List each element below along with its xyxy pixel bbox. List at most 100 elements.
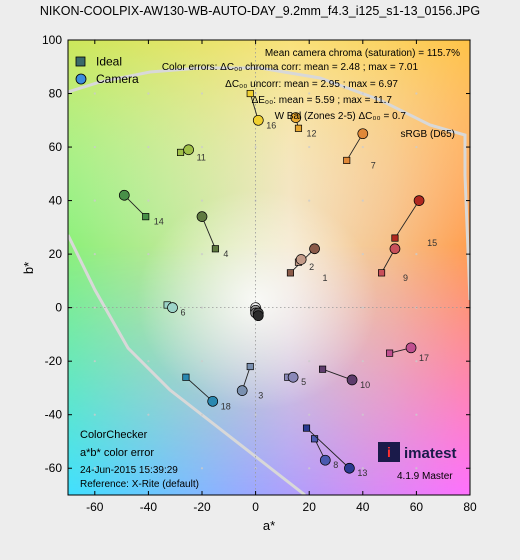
ideal-marker [211, 245, 219, 253]
patch-label: 5 [301, 377, 306, 387]
y-tick-label: 20 [49, 247, 63, 261]
grid-dot [415, 467, 418, 470]
patch-neutral [252, 310, 264, 322]
patch-17: 17 [386, 342, 429, 363]
y-tick-label: 0 [55, 301, 62, 315]
ideal-marker [386, 349, 394, 357]
ideal-marker [302, 424, 311, 432]
camera-marker [196, 211, 208, 222]
x-tick-label: -40 [140, 500, 158, 514]
ideal-marker [311, 435, 319, 443]
camera-marker [346, 374, 358, 386]
grid-dot [361, 360, 364, 363]
grid-dot [361, 253, 364, 256]
patch-14: 14 [118, 189, 164, 227]
camera-marker [118, 189, 130, 201]
camera-marker [295, 254, 307, 265]
gamut-boundary-lower [68, 234, 306, 495]
grid-dot [200, 467, 204, 470]
patch-16: 16 [246, 89, 276, 130]
patch-label: 13 [357, 468, 367, 478]
grid-dot [415, 360, 418, 363]
plot-background [68, 40, 470, 495]
grid-dot [308, 199, 311, 202]
x-tick-label: 20 [303, 500, 317, 514]
grid-dot [415, 413, 418, 416]
ideal-marker [177, 148, 185, 156]
grid-dot [147, 413, 150, 416]
ideal-marker [378, 269, 386, 277]
patch-15: 15 [391, 195, 437, 248]
ideal-marker [294, 124, 303, 132]
patch-label: 4 [223, 249, 228, 259]
ideal-marker [246, 89, 254, 98]
stats-line-3: ΔC₀₀ uncorr: mean = 2.95 ; max = 6.97 [225, 79, 398, 90]
camera-marker [389, 243, 401, 255]
x-tick-label: 60 [410, 500, 424, 514]
patch-label: 14 [154, 217, 164, 227]
logo-version: 4.1.9 Master [397, 471, 453, 482]
patch-label: 16 [266, 120, 276, 130]
patch-label: 12 [306, 128, 316, 138]
grid-dot [415, 253, 418, 256]
y-tick-label: 100 [42, 33, 62, 47]
grid-dot [93, 413, 96, 416]
footer-line-4: Reference: X-Rite (default) [80, 479, 199, 490]
plot-frame [67, 39, 471, 496]
grid-dot [93, 306, 96, 309]
grid-dot [147, 92, 150, 95]
patch-9: 9 [378, 243, 408, 283]
stats-block: Mean camera chroma (saturation) = 115.7%… [162, 48, 460, 140]
ideal-marker [182, 373, 190, 381]
page-title: NIKON-COOLPIX-AW130-WB-AUTO-DAY_9.2mm_f4… [39, 4, 481, 18]
stats-line-5: W Bal (Zones 2-5) ΔC₀₀ = 0.7 [275, 111, 407, 122]
grid-dot [93, 360, 96, 363]
error-line [394, 200, 420, 239]
patch-12: 12 [290, 112, 316, 138]
patch-4: 4 [196, 211, 228, 259]
grid-dot [147, 145, 150, 149]
grid-dot [254, 413, 257, 416]
patch-label: 17 [419, 353, 429, 363]
grid-dot [200, 92, 204, 95]
stats-line-2: Color errors: ΔC₀₀ chroma corr: mean = 2… [162, 62, 419, 73]
stats-line-6: sRGB (D65) [401, 129, 455, 140]
patch-label: 3 [258, 391, 263, 401]
camera-marker [252, 310, 264, 322]
camera-marker [207, 395, 219, 407]
patch-7: 7 [343, 128, 376, 170]
grid-dot [254, 92, 257, 95]
x-tick-label: -60 [86, 500, 104, 514]
camera-marker [405, 342, 417, 354]
grid-dot [200, 253, 204, 256]
footer-line-2: a*b* color error [80, 447, 154, 459]
ideal-marker [391, 234, 399, 242]
camera-marker [236, 385, 248, 396]
stats-line-1: Mean camera chroma (saturation) = 115.7% [265, 48, 460, 59]
legend: Ideal Camera [75, 55, 139, 86]
x-tick-label: 40 [356, 500, 370, 514]
grid-dot [147, 253, 150, 256]
ideal-marker [286, 269, 294, 277]
footer-line-1: ColorChecker [80, 429, 148, 441]
grid-dot [93, 253, 96, 256]
patch-label: 15 [427, 238, 437, 248]
grid-dot [147, 467, 150, 470]
zero-axes [68, 40, 470, 495]
gamut-boundary [68, 66, 470, 301]
grid-dot [200, 360, 204, 363]
grid-dot [361, 145, 364, 149]
x-tick-label: -20 [193, 500, 211, 514]
grid-dot [93, 145, 96, 149]
grid-dot [200, 306, 204, 309]
camera-marker [309, 243, 320, 255]
patch-3: 3 [236, 362, 263, 401]
camera-marker [344, 462, 355, 474]
patch-label: 6 [181, 308, 186, 318]
imatest-logo: i imatest 4.1.9 Master [378, 442, 457, 482]
patch-label: 7 [371, 160, 376, 170]
camera-marker [290, 112, 302, 123]
patch-1: 1 [286, 243, 328, 283]
